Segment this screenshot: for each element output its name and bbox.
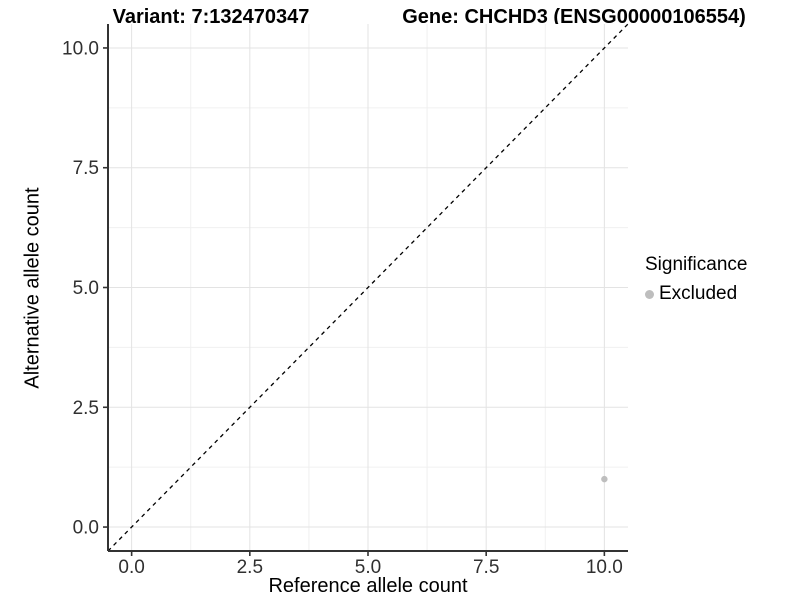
plot-title-variant: Variant: 7:132470347 [112, 6, 310, 28]
y-tick-label: 7.5 [73, 158, 99, 179]
y-tick-label: 10.0 [62, 38, 99, 59]
y-tick-label: 0.0 [73, 518, 99, 539]
identity-dashed-line [107, 23, 629, 552]
y-tick-label: 5.0 [73, 278, 99, 299]
legend-key-dot-icon [645, 289, 654, 299]
legend-entry-label: Excluded [659, 283, 738, 304]
x-tick-label: 0.0 [118, 557, 144, 578]
x-tick-label: 5.0 [355, 557, 381, 578]
data-point [601, 475, 608, 483]
y-tick-label: 2.5 [73, 398, 99, 419]
x-tick-label: 7.5 [473, 557, 499, 578]
legend: Significance Excluded [645, 254, 747, 305]
plot-title-gene: Gene: CHCHD3 (ENSG00000106554) [402, 6, 746, 28]
legend-title: Significance [645, 254, 748, 275]
legend-entry: Excluded [645, 283, 747, 305]
x-axis-title: Reference allele count [268, 575, 468, 597]
x-tick-label: 2.5 [237, 557, 263, 578]
y-axis-title: Alternative allele count [21, 187, 44, 389]
x-tick-label: 10.0 [586, 557, 623, 578]
